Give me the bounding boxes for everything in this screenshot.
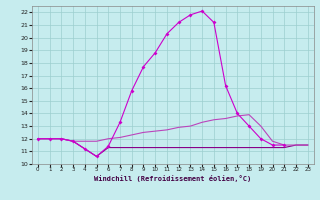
X-axis label: Windchill (Refroidissement éolien,°C): Windchill (Refroidissement éolien,°C): [94, 175, 252, 182]
